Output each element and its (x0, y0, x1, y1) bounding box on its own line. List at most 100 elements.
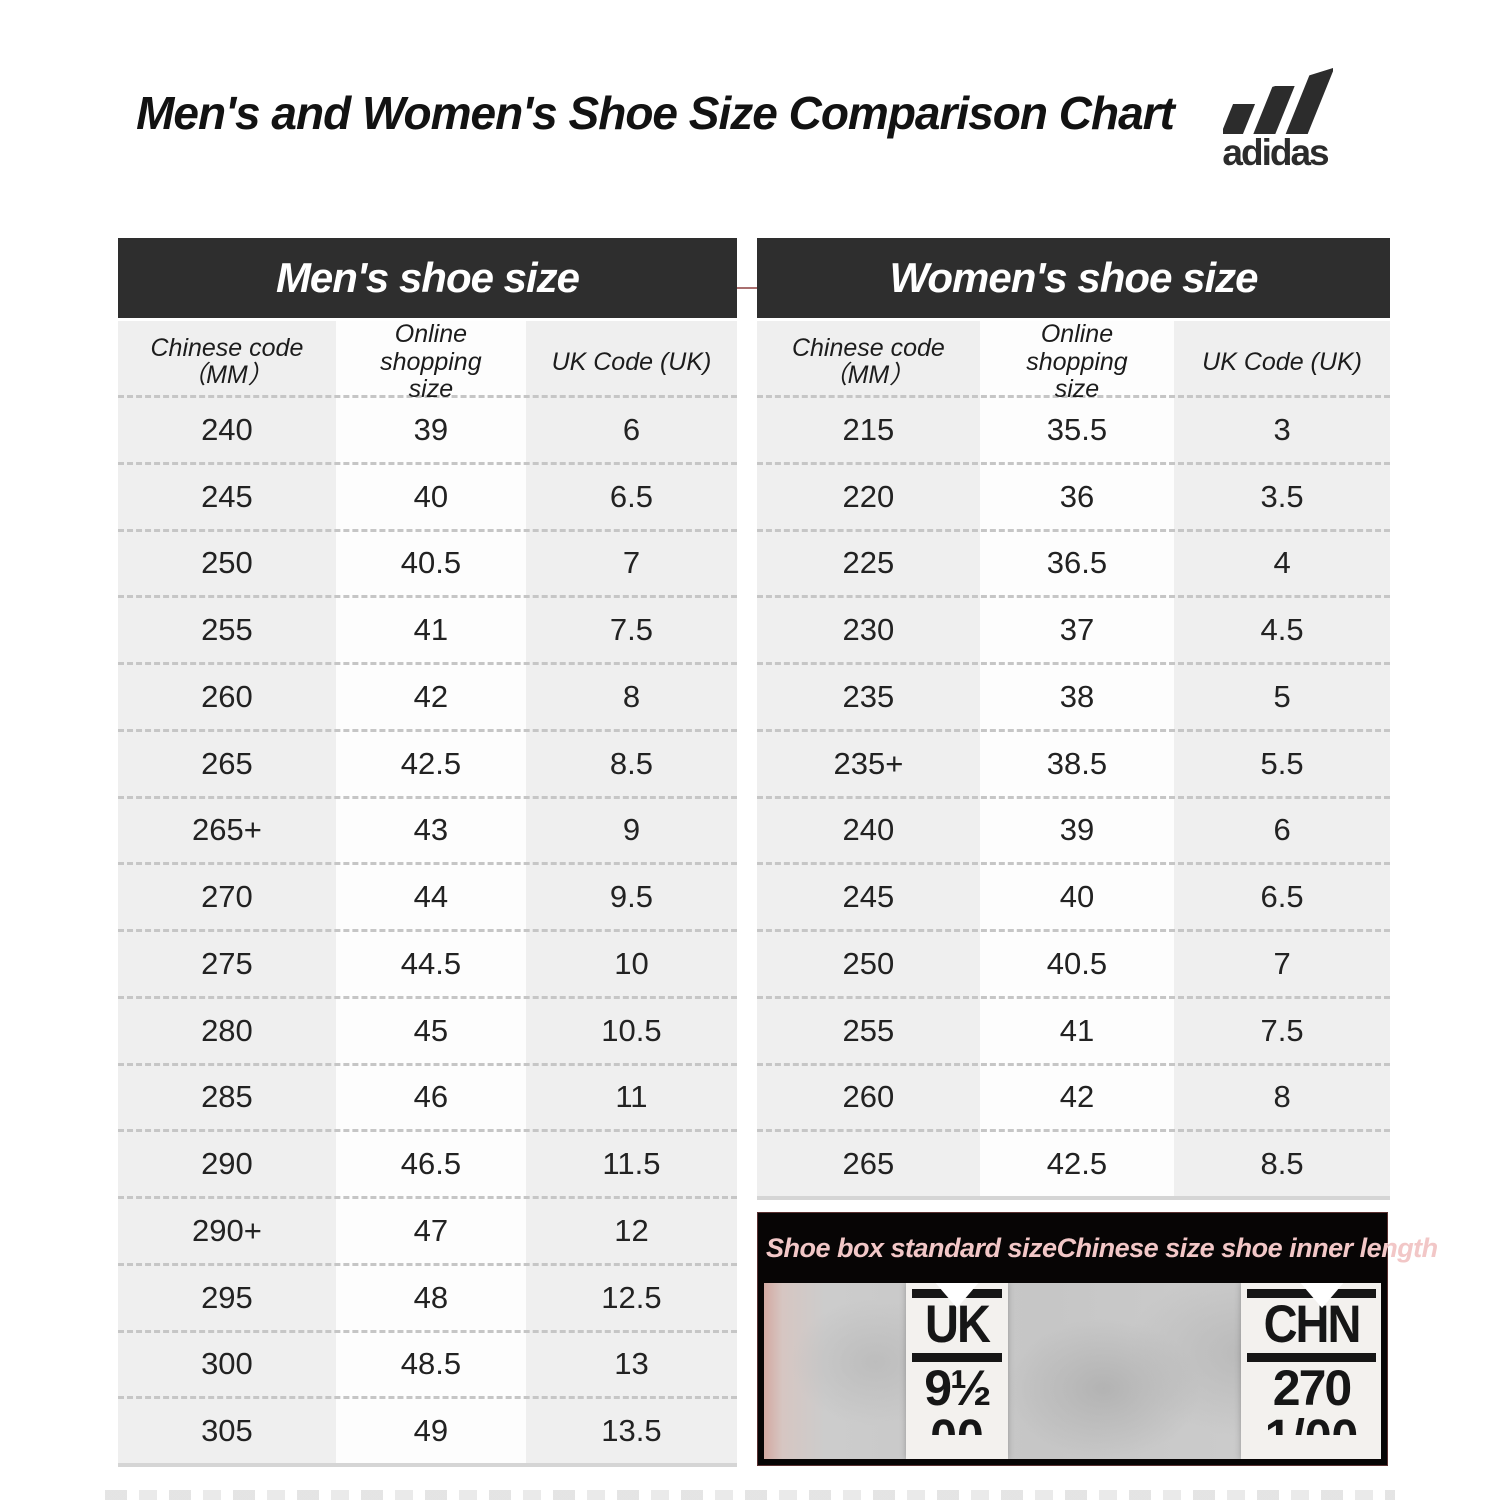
cell-uk-code: 12 (614, 1212, 649, 1248)
table-row: 285 46 11 (118, 1062, 737, 1130)
cut-off-text-strip (105, 1490, 1395, 1500)
table-row: 220 36 3.5 (757, 461, 1390, 529)
chinese-size-inner-length-label: Chinese size shoe inner length (1056, 1232, 1439, 1263)
table-row: 255 41 7.5 (118, 595, 737, 662)
column-header-online-size: Online shopping size (1026, 320, 1128, 403)
cell-online-size: 42.5 (1046, 1146, 1108, 1182)
adidas-stripes-icon (1223, 68, 1333, 134)
cell-online-size: 41 (413, 612, 449, 648)
cell-chinese-code: 290+ (192, 1212, 262, 1248)
uk-size-value: 9½ (924, 1359, 992, 1416)
cell-uk-code: 7 (1273, 945, 1291, 981)
cell-online-size: 44.5 (400, 945, 462, 981)
cell-online-size: 38.5 (1046, 745, 1108, 781)
cell-chinese-code: 245 (201, 478, 253, 514)
pointer-triangle-icon (1298, 1283, 1346, 1308)
shoe-box-info-panel: Shoe box standard size Chinese size shoe… (757, 1212, 1438, 1466)
cell-online-size: 38 (1059, 678, 1095, 714)
cell-chinese-code: 265 (201, 745, 253, 781)
cell-chinese-code: 260 (842, 1079, 895, 1115)
cell-chinese-code: 265 (842, 1146, 895, 1182)
cell-online-size: 42 (1059, 1079, 1095, 1115)
table-row: 245 40 6.5 (757, 862, 1390, 929)
table-row: 215 35.5 3 (757, 395, 1390, 462)
cell-online-size: 48.5 (400, 1346, 462, 1382)
cell-online-size: 49 (413, 1413, 449, 1449)
cell-uk-code: 3.5 (1260, 478, 1304, 514)
table-row: 240 39 6 (118, 395, 737, 462)
cell-uk-code: 12.5 (601, 1279, 662, 1315)
mens-size-table: Men's shoe size Chinese code （MM） Online… (118, 238, 737, 1467)
table-row: 230 37 4.5 (757, 595, 1390, 662)
divider-artifact (737, 287, 757, 289)
table-row: 250 40.5 7 (757, 929, 1390, 996)
cell-online-size: 42 (413, 678, 449, 714)
column-header-uk-code: UK Code (UK) (551, 347, 712, 376)
cell-online-size: 46 (413, 1079, 449, 1115)
cell-chinese-code: 285 (201, 1079, 253, 1115)
uk-partial-text: 00 (906, 1414, 1008, 1435)
column-header-chinese-code: Chinese code （MM） (150, 333, 304, 390)
table-row: 260 42 8 (757, 1062, 1390, 1130)
cell-chinese-code: 265+ (192, 812, 262, 848)
cell-uk-code: 8.5 (609, 745, 653, 781)
cell-online-size: 39 (413, 411, 449, 447)
uk-size-tag: UK 9½ 00 (906, 1283, 1008, 1459)
cell-uk-code: 4.5 (1260, 612, 1304, 648)
cell-chinese-code: 250 (842, 945, 895, 981)
tag-bar (912, 1352, 1002, 1362)
womens-size-table: Women's shoe size Chinese code （MM） Onli… (757, 238, 1390, 1200)
cell-online-size: 45 (413, 1012, 449, 1048)
cell-uk-code: 8 (622, 678, 641, 714)
table-row: 280 45 10.5 (118, 995, 737, 1063)
cell-chinese-code: 300 (201, 1346, 253, 1382)
cell-uk-code: 6.5 (1260, 879, 1304, 915)
cell-online-size: 47 (413, 1212, 449, 1248)
cell-uk-code: 5 (1273, 678, 1291, 714)
column-header-uk-code: UK Code (UK) (1202, 347, 1362, 376)
cell-chinese-code: 275 (201, 945, 253, 981)
cell-online-size: 40.5 (400, 545, 462, 581)
mens-table-rows: 240 39 6 245 40 6.5 250 40.5 7 (118, 395, 737, 1463)
table-row: 305 49 13.5 (118, 1396, 737, 1463)
table-row: 300 48.5 13 (118, 1329, 737, 1397)
cell-online-size: 35.5 (1046, 411, 1108, 447)
cell-uk-code: 4 (1273, 545, 1291, 581)
cell-online-size: 40 (413, 478, 449, 514)
table-row: 235 38 5 (757, 662, 1390, 729)
cell-online-size: 44 (413, 879, 449, 915)
table-row: 265+ 43 9 (118, 795, 737, 863)
cell-chinese-code: 235+ (833, 745, 904, 781)
womens-table-header: Women's shoe size (757, 238, 1390, 318)
cell-uk-code: 13.5 (601, 1413, 662, 1449)
cell-uk-code: 13 (614, 1346, 649, 1382)
cell-online-size: 36 (1059, 478, 1095, 514)
table-row: 290 46.5 11.5 (118, 1129, 737, 1196)
shoe-box-label-photo: UK 9½ 00 CHN 270 1/00 (764, 1283, 1381, 1459)
cell-uk-code: 7 (622, 545, 641, 581)
table-row: 290+ 47 12 (118, 1196, 737, 1263)
cell-chinese-code: 295 (201, 1279, 253, 1315)
shoe-box-standard-size-label: Shoe box standard size (766, 1232, 1057, 1263)
cell-chinese-code: 305 (201, 1413, 253, 1449)
cell-uk-code: 9.5 (609, 879, 653, 915)
cell-online-size: 41 (1059, 1012, 1095, 1048)
cell-uk-code: 5.5 (1260, 745, 1304, 781)
cell-uk-code: 3 (1273, 411, 1291, 447)
womens-column-headers: Chinese code （MM） Online shopping size U… (757, 320, 1390, 402)
table-row: 225 36.5 4 (757, 528, 1390, 596)
column-header-online-size: Online shopping size (380, 320, 482, 403)
chn-size-tag: CHN 270 1/00 (1241, 1283, 1381, 1459)
womens-table-title: Women's shoe size (889, 254, 1259, 301)
cell-uk-code: 6 (1273, 812, 1291, 848)
womens-table-rows: 215 35.5 3 220 36 3.5 225 36.5 4 (757, 395, 1390, 1196)
cell-uk-code: 6 (622, 411, 641, 447)
adidas-wordmark: adidas (1222, 132, 1329, 173)
chn-partial-text: 1/00 (1241, 1414, 1381, 1435)
cell-chinese-code: 240 (842, 812, 895, 848)
cell-online-size: 42.5 (400, 745, 462, 781)
panel-banner: Shoe box standard size Chinese size shoe… (758, 1213, 1438, 1283)
cell-uk-code: 10 (614, 945, 649, 981)
cell-chinese-code: 290 (201, 1146, 253, 1182)
